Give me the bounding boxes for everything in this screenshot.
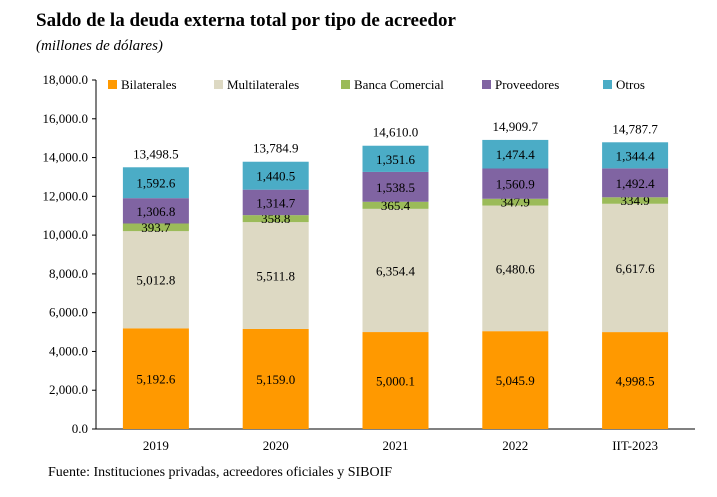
- bar-segment-proveedores: [482, 168, 549, 199]
- data-label: 5,000.1: [376, 374, 415, 389]
- bar-segment-multilaterales: [122, 231, 189, 329]
- data-label: 1,592.6: [136, 176, 176, 191]
- y-tick-label: 16,000.0: [43, 111, 89, 126]
- chart-subtitle: (millones de dólares): [36, 38, 163, 54]
- y-tick-label: 0.0: [72, 421, 88, 436]
- y-tick-label: 14,000.0: [43, 150, 89, 165]
- legend-swatch: [214, 80, 223, 89]
- legend-label: Bilaterales: [121, 77, 177, 92]
- data-label: 5,511.8: [256, 269, 295, 284]
- x-tick-label: 2022: [502, 438, 528, 453]
- y-tick-label: 2,000.0: [49, 382, 88, 397]
- bar-segment-multilaterales: [242, 222, 309, 329]
- bar-segment-otros: [362, 145, 429, 172]
- chart-source-note: Fuente: Instituciones privadas, acreedor…: [48, 465, 393, 480]
- bar-segment-otros: [242, 161, 309, 190]
- total-label: 14,787.7: [612, 121, 658, 136]
- bar-segment-banca-comercial: [482, 198, 549, 206]
- data-label: 5,045.9: [496, 373, 535, 388]
- legend-label: Banca Comercial: [354, 77, 444, 92]
- y-tick-label: 6,000.0: [49, 305, 88, 320]
- bar-segment-bilaterales: [242, 328, 309, 429]
- bar-segment-banca-comercial: [362, 201, 429, 209]
- bar-segment-bilaterales: [122, 328, 189, 429]
- bar-segment-otros: [482, 139, 549, 169]
- bar-segment-banca-comercial: [242, 215, 309, 223]
- bar-segment-bilaterales: [602, 332, 669, 429]
- legend-label: Multilaterales: [227, 77, 299, 92]
- data-label: 5,192.6: [136, 372, 176, 387]
- bar-segment-otros: [602, 142, 669, 169]
- y-tick-label: 10,000.0: [43, 227, 89, 242]
- bar-segment-banca-comercial: [602, 197, 669, 204]
- bar-segment-bilaterales: [362, 332, 429, 429]
- y-tick-label: 12,000.0: [43, 188, 89, 203]
- legend-swatch: [482, 80, 491, 89]
- data-label: 1,314.7: [256, 195, 296, 210]
- bar-segment-banca-comercial: [122, 223, 189, 232]
- bar-segment-proveedores: [122, 198, 189, 224]
- data-label: 1,474.4: [496, 147, 536, 162]
- data-label: 1,538.5: [376, 180, 415, 195]
- total-label: 13,784.9: [253, 141, 299, 156]
- y-tick-label: 8,000.0: [49, 266, 88, 281]
- data-label: 1,344.4: [616, 148, 656, 163]
- y-tick-label: 4,000.0: [49, 343, 88, 358]
- data-label: 6,354.4: [376, 263, 416, 278]
- bar-segment-otros: [122, 167, 189, 199]
- bar-segment-multilaterales: [482, 205, 549, 332]
- x-tick-label: 2021: [383, 438, 409, 453]
- legend-label: Proveedores: [495, 77, 559, 92]
- data-label: 6,617.6: [616, 261, 656, 276]
- x-tick-label: 2019: [143, 438, 169, 453]
- legend-swatch: [108, 80, 117, 89]
- legend-swatch: [603, 80, 612, 89]
- total-label: 14,610.0: [373, 125, 419, 140]
- data-label: 1,560.9: [496, 177, 535, 192]
- bar-segment-multilaterales: [602, 203, 669, 333]
- total-label: 13,498.5: [133, 146, 179, 161]
- bar-segment-multilaterales: [362, 208, 429, 333]
- bar-segment-bilaterales: [482, 331, 549, 429]
- legend-swatch: [341, 80, 350, 89]
- y-tick-label: 18,000.0: [43, 72, 89, 87]
- data-label: 5,012.8: [136, 273, 175, 288]
- bar-segment-proveedores: [362, 171, 429, 202]
- bar-segment-proveedores: [602, 168, 669, 198]
- data-label: 393.7: [141, 220, 171, 235]
- total-label: 14,909.7: [493, 119, 539, 134]
- data-label: 1,492.4: [616, 176, 656, 191]
- data-label: 1,440.5: [256, 169, 295, 184]
- data-label: 4,998.5: [616, 374, 655, 389]
- data-label: 6,480.6: [496, 261, 536, 276]
- data-label: 1,351.6: [376, 152, 416, 167]
- data-label: 5,159.0: [256, 372, 295, 387]
- bar-segment-proveedores: [242, 189, 309, 216]
- chart-title: Saldo de la deuda externa total por tipo…: [36, 10, 456, 31]
- x-tick-label: IIT-2023: [612, 438, 658, 453]
- data-label: 1,306.8: [136, 204, 175, 219]
- x-tick-label: 2020: [263, 438, 289, 453]
- legend-label: Otros: [616, 77, 645, 92]
